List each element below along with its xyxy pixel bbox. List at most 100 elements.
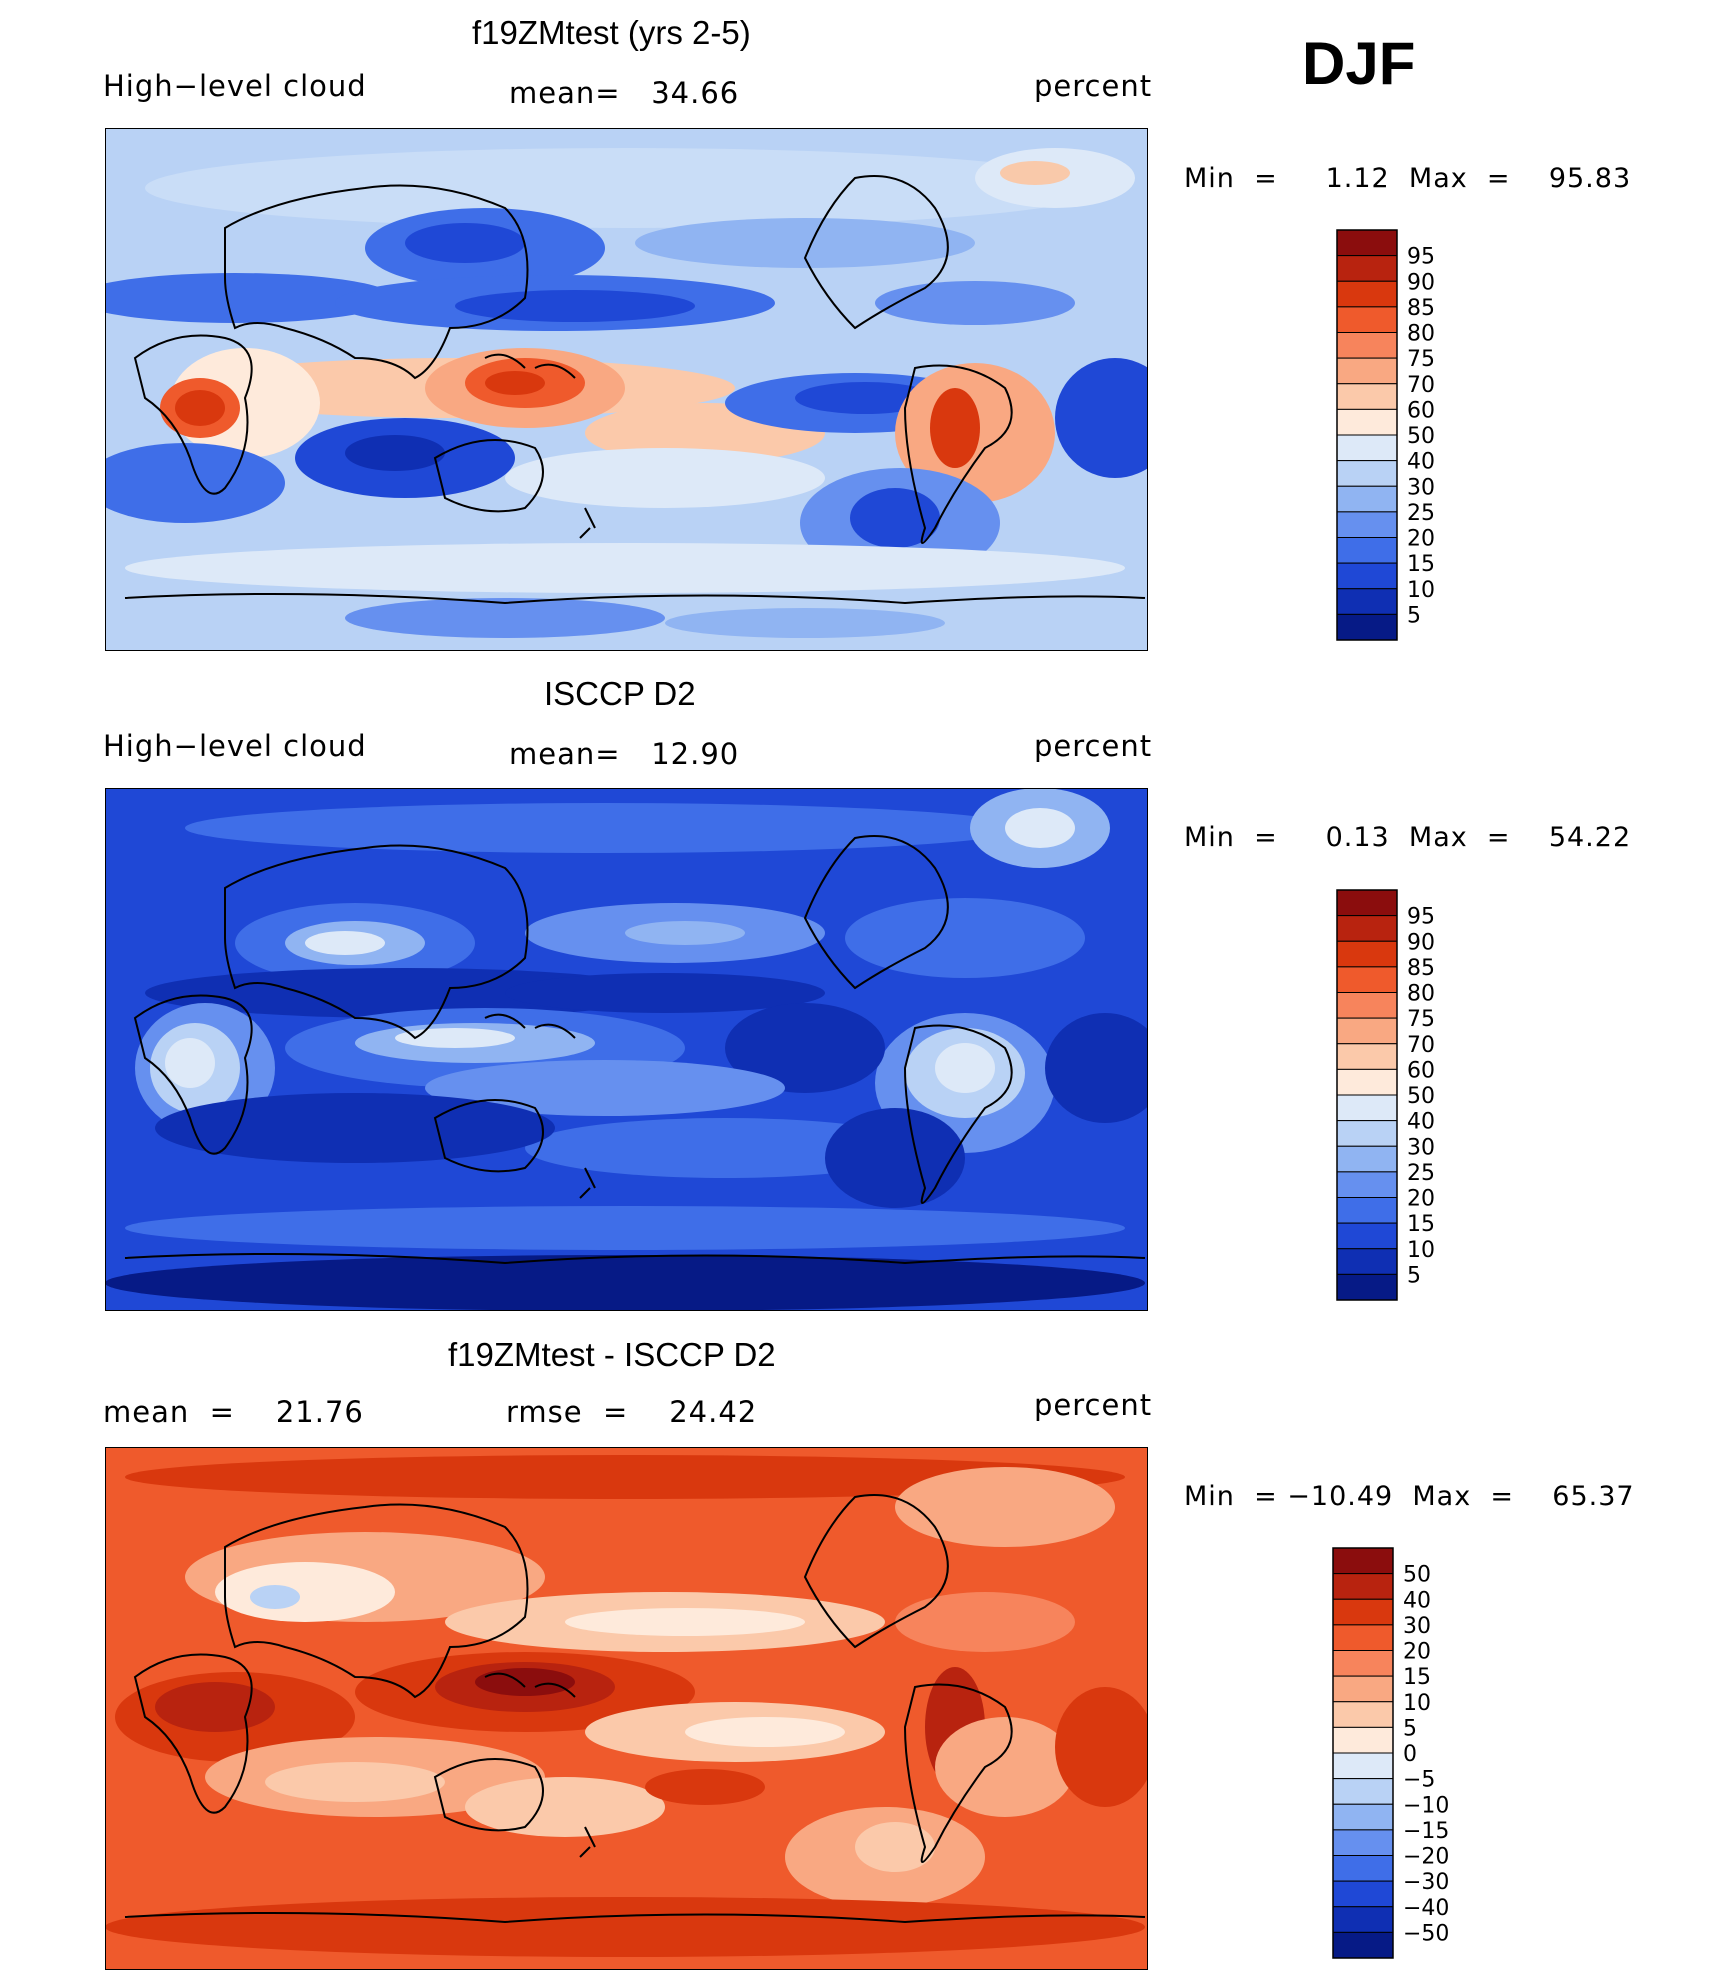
colorbar-swatch — [1332, 1624, 1394, 1651]
panel-2-left-label: High−level cloud — [103, 729, 367, 763]
colorbar-tick-label: 10 — [1407, 1238, 1435, 1263]
colorbar-tick-label: 90 — [1407, 930, 1435, 955]
colorbar-swatch — [1332, 1650, 1394, 1677]
colorbar-swatch — [1336, 1068, 1398, 1096]
panel-2-title: ISCCP D2 — [544, 675, 696, 712]
panel-3-right-label: percent — [1034, 1388, 1153, 1422]
colorbar-tick-label: 30 — [1403, 1614, 1431, 1639]
colorbar-swatch — [1336, 915, 1398, 942]
colorbar-swatch — [1336, 966, 1398, 993]
colorbar-tick-label: 20 — [1407, 527, 1435, 552]
colorbar-swatch — [1336, 280, 1398, 308]
colorbar-tick-label: 15 — [1403, 1665, 1431, 1690]
colorbar-swatch — [1332, 1726, 1394, 1754]
colorbar-tick-label: 20 — [1403, 1640, 1431, 1665]
colorbar-tick-label: 60 — [1407, 398, 1435, 423]
colorbar-swatch — [1336, 229, 1398, 257]
colorbar-swatch — [1336, 537, 1398, 564]
panel-1-center-label: mean= 34.66 — [509, 76, 740, 110]
colorbar-swatch — [1336, 1171, 1398, 1198]
colorbar-swatch — [1332, 1675, 1394, 1703]
colorbar-swatch — [1336, 940, 1398, 968]
colorbar-swatch — [1336, 889, 1398, 917]
panel-2-map — [105, 788, 1148, 1311]
colorbar-swatch — [1336, 485, 1398, 513]
colorbar-tick-label: −5 — [1403, 1768, 1435, 1793]
colorbar-tick-label: 75 — [1407, 1007, 1435, 1032]
colorbar-swatch — [1332, 1573, 1394, 1600]
panel-2-right-label: percent — [1034, 729, 1153, 763]
colorbar-tick-label: 0 — [1403, 1742, 1417, 1767]
colorbar-tick-label: 15 — [1407, 1212, 1435, 1237]
colorbar-swatch — [1332, 1598, 1394, 1626]
colorbar-swatch — [1336, 408, 1398, 436]
colorbar-swatch — [1336, 383, 1398, 410]
colorbar-swatch — [1336, 1197, 1398, 1224]
colorbar-tick-label: 10 — [1407, 578, 1435, 603]
colorbar-swatch — [1332, 1778, 1394, 1805]
colorbar-tick-label: 70 — [1407, 1033, 1435, 1058]
panel-3-contours — [105, 1455, 1148, 1957]
colorbar-tick-label: 50 — [1403, 1563, 1431, 1588]
colorbar-tick-label: −50 — [1403, 1921, 1449, 1946]
panel-1-minmax: Min = 1.12 Max = 95.83 — [1184, 163, 1632, 194]
colorbar-tick-label: 80 — [1407, 322, 1435, 347]
colorbar-swatch — [1332, 1701, 1394, 1728]
colorbar-swatch — [1336, 306, 1398, 333]
colorbar-swatch — [1336, 613, 1398, 641]
colorbar-swatch — [1336, 357, 1398, 385]
colorbar-swatch — [1336, 332, 1398, 359]
colorbar-swatch — [1336, 1273, 1398, 1301]
colorbar-tick-label: 30 — [1407, 1135, 1435, 1160]
colorbar-swatch — [1336, 1017, 1398, 1045]
colorbar-tick-label: 90 — [1407, 270, 1435, 295]
colorbar-swatch — [1332, 1906, 1394, 1933]
colorbar-tick-label: 80 — [1407, 982, 1435, 1007]
panel-1-left-label: High−level cloud — [103, 69, 367, 103]
colorbar-swatch — [1336, 1222, 1398, 1250]
panel-3-minmax: Min = −10.49 Max = 65.37 — [1184, 1481, 1635, 1512]
colorbar-tick-label: −30 — [1403, 1870, 1449, 1895]
panel-3-left-label: mean = 21.76 — [103, 1395, 364, 1429]
colorbar-tick-label: 40 — [1403, 1588, 1431, 1613]
colorbar-tick-label: 20 — [1407, 1187, 1435, 1212]
colorbar-swatch — [1332, 1547, 1394, 1575]
colorbar-tick-label: 50 — [1407, 424, 1435, 449]
colorbar-tick-label: 5 — [1403, 1716, 1417, 1741]
panel-3-map — [105, 1447, 1148, 1970]
colorbar-swatch — [1336, 1248, 1398, 1275]
colorbar-swatch — [1336, 1094, 1398, 1122]
panel-3-center-label: rmse = 24.42 — [506, 1395, 758, 1429]
colorbar-swatch — [1336, 1120, 1398, 1147]
colorbar-tick-label: 60 — [1407, 1058, 1435, 1083]
panel-1-right-label: percent — [1034, 69, 1153, 103]
colorbar-swatch — [1336, 562, 1398, 590]
panel-2-contours — [105, 788, 1148, 1311]
colorbar-tick-label: 15 — [1407, 552, 1435, 577]
colorbar-swatch — [1336, 434, 1398, 462]
colorbar-tick-label: 85 — [1407, 296, 1435, 321]
colorbar-tick-label: −15 — [1403, 1819, 1449, 1844]
colorbar-tick-label: 85 — [1407, 956, 1435, 981]
colorbar-swatch — [1336, 1145, 1398, 1173]
colorbar-swatch — [1332, 1752, 1394, 1780]
panel-1-coastlines — [124, 175, 1146, 605]
panel-3-coastlines — [124, 1494, 1146, 1924]
colorbar-swatch — [1332, 1880, 1394, 1908]
colorbar-tick-label: 75 — [1407, 347, 1435, 372]
panel-2-center-label: mean= 12.90 — [509, 737, 740, 771]
colorbar-tick-label: 70 — [1407, 373, 1435, 398]
season-label: DJF — [1302, 30, 1416, 97]
colorbar-swatch — [1336, 1043, 1398, 1070]
colorbar-tick-label: −10 — [1403, 1793, 1449, 1818]
colorbar-swatch — [1336, 511, 1398, 538]
colorbar-swatch — [1332, 1931, 1394, 1959]
panel-1-title: f19ZMtest (yrs 2-5) — [472, 14, 751, 51]
colorbar-tick-label: 95 — [1407, 905, 1435, 930]
colorbar-tick-label: 50 — [1407, 1084, 1435, 1109]
colorbar-tick-label: 5 — [1407, 1263, 1421, 1288]
colorbar-tick-label: −40 — [1403, 1896, 1449, 1921]
